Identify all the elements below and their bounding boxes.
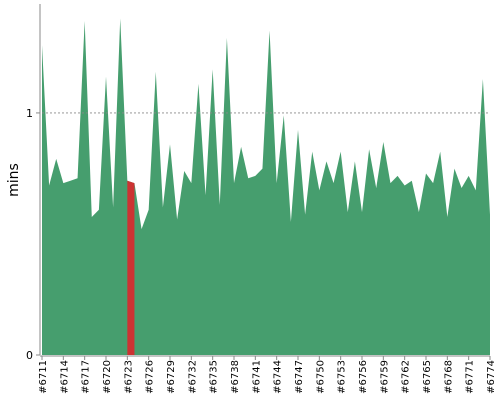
x-tick-label: #6753 xyxy=(337,360,348,394)
x-tick-label: #6744 xyxy=(273,360,284,394)
x-tick-label: #6714 xyxy=(59,360,70,394)
x-tick-label: #6732 xyxy=(187,360,198,394)
x-tick-label: #6720 xyxy=(102,360,113,394)
x-tick-label: #6738 xyxy=(230,360,241,394)
x-tick-label: #6717 xyxy=(81,360,92,394)
x-tick-label: #6741 xyxy=(251,360,262,394)
x-tick-label: #6750 xyxy=(315,360,326,394)
x-tick-label: #6771 xyxy=(465,360,476,394)
x-tick-label: #6723 xyxy=(123,360,134,394)
x-tick-label: #6726 xyxy=(145,360,156,394)
y-axis-label: mins xyxy=(6,163,22,197)
x-tick-label: #6747 xyxy=(294,360,305,394)
x-tick-label: #6711 xyxy=(38,360,49,394)
x-tick-label: #6768 xyxy=(443,360,454,394)
failed-segment xyxy=(127,180,135,355)
x-tick-label: #6756 xyxy=(358,360,369,394)
x-tick-label: #6765 xyxy=(422,360,433,394)
y-tick-label: 0 xyxy=(26,349,33,362)
x-tick-label: #6735 xyxy=(209,360,220,394)
x-tick-label: #6729 xyxy=(166,360,177,394)
area xyxy=(42,18,490,355)
x-tick-label: #6759 xyxy=(379,360,390,394)
y-tick-label: 1 xyxy=(26,107,33,120)
x-tick-label: #6762 xyxy=(401,360,412,394)
x-tick-label: #6774 xyxy=(486,360,497,394)
